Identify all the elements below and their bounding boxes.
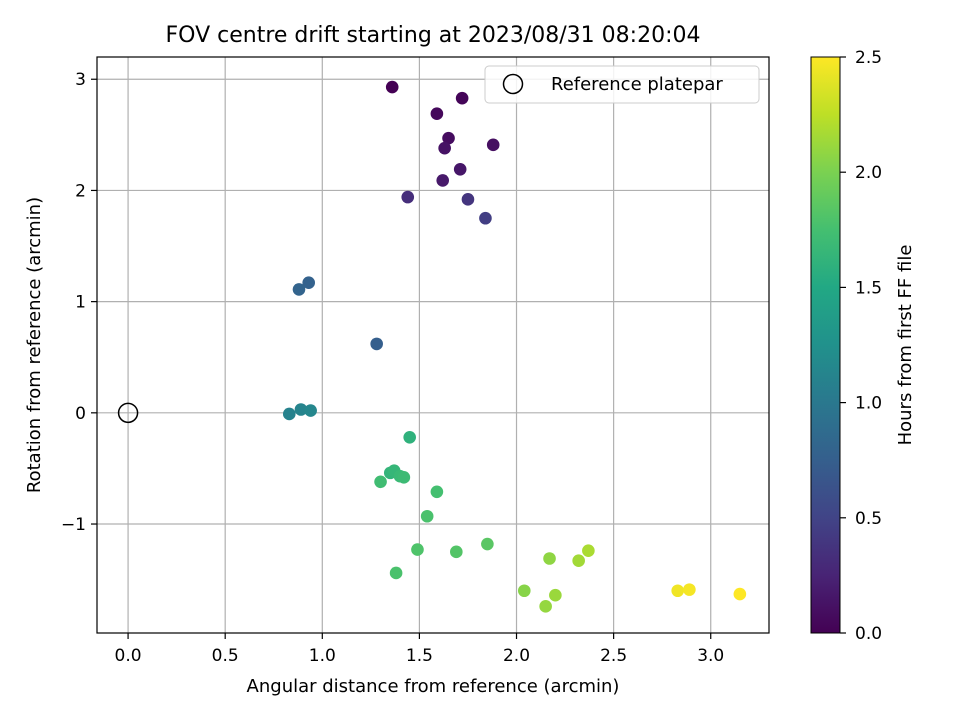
data-point: [302, 276, 315, 290]
data-point: [455, 91, 469, 105]
colorbar-tick-label: 2.0: [855, 163, 882, 183]
colorbar-tick-label: 0.0: [855, 624, 882, 644]
y-tick-label: 3: [75, 70, 86, 90]
data-point: [430, 485, 444, 499]
data-point: [517, 584, 531, 598]
data-point: [438, 141, 451, 155]
data-point: [430, 107, 444, 121]
data-point: [450, 545, 463, 559]
data-point: [436, 174, 450, 187]
data-point: [543, 552, 556, 565]
reference-platepar-marker: [117, 402, 139, 424]
x-axis-label: Angular distance from reference (arcmin): [247, 676, 620, 697]
data-point: [282, 407, 296, 421]
y-tick-label: −1: [61, 515, 86, 535]
colorbar-tick-label: 1.5: [855, 278, 882, 298]
colorbar-ticks: 0.0 0.5 1.0 1.5 2.0 2.5: [840, 48, 882, 644]
data-point: [442, 131, 455, 145]
data-point: [389, 566, 403, 580]
x-tick-label: 2.0: [503, 646, 530, 666]
data-point: [671, 584, 685, 598]
x-tick-label: 0.0: [115, 646, 142, 666]
x-tick-label: 1.5: [406, 646, 433, 666]
legend-reference-marker: [502, 73, 524, 95]
data-point: [292, 283, 306, 296]
grid-lines: [97, 57, 769, 633]
colorbar-tick-label: 2.5: [855, 48, 882, 68]
colorbar-tick-label: 0.5: [855, 509, 882, 529]
x-axis-ticks: 0.0 0.5 1.0 1.5 2.0 2.5 3.0: [115, 633, 724, 666]
data-point: [683, 583, 696, 596]
axes-frame: [96, 56, 770, 634]
x-tick-label: 2.5: [600, 646, 627, 666]
colorbar: 0.0 0.5 1.0 1.5 2.0 2.5 Hours from first FF f…: [810, 48, 916, 644]
data-point: [539, 600, 552, 613]
y-tick-label: 2: [75, 181, 86, 201]
data-point: [461, 193, 475, 206]
data-points: [282, 80, 747, 613]
data-point: [549, 588, 562, 602]
chart-title: FOV centre drift starting at 2023/08/31 …: [166, 23, 701, 48]
data-point: [370, 337, 383, 351]
colorbar-tick-label: 1.0: [855, 394, 882, 414]
data-point: [385, 80, 399, 94]
data-point: [403, 430, 416, 444]
data-point: [294, 403, 308, 416]
data-point: [420, 509, 434, 523]
colorbar-label: Hours from first FF file: [895, 245, 916, 446]
plot-area: 0.0 0.5 1.0 1.5 2.0 2.5 3.0 −1 0 1 2 3: [61, 56, 770, 666]
x-tick-label: 0.5: [212, 646, 239, 666]
data-point: [304, 404, 317, 417]
data-point: [486, 138, 500, 152]
colorbar-gradient: [810, 56, 841, 634]
data-point: [411, 543, 424, 556]
legend-box: [484, 65, 760, 104]
data-point: [733, 587, 747, 601]
reference-marker-layer: [117, 402, 139, 424]
y-tick-label: 1: [75, 293, 86, 313]
legend: Reference platepar: [484, 65, 760, 104]
data-point: [397, 471, 411, 484]
data-point: [572, 554, 585, 568]
y-axis-label: Rotation from reference (arcmin): [24, 197, 45, 493]
legend-entry-label: Reference platepar: [551, 74, 723, 95]
data-point: [401, 190, 415, 204]
x-tick-label: 3.0: [697, 646, 724, 666]
data-point: [479, 211, 492, 225]
y-axis-ticks: −1 0 1 2 3: [61, 70, 97, 535]
data-point: [582, 544, 595, 558]
data-point: [374, 475, 387, 489]
y-tick-label: 0: [75, 404, 86, 424]
x-tick-label: 1.0: [309, 646, 336, 666]
data-point: [453, 163, 467, 176]
data-point: [481, 537, 494, 551]
